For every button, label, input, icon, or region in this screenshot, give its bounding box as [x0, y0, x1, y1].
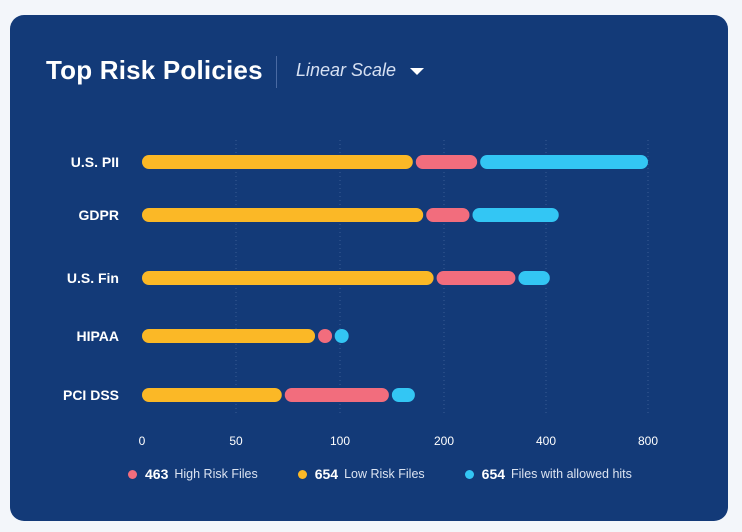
- legend-label: Files with allowed hits: [511, 467, 632, 481]
- legend-count: 654: [481, 466, 506, 482]
- category-label: HIPAA: [76, 328, 119, 344]
- bar-high-risk-files: [318, 329, 333, 343]
- legend-dot-icon: [297, 469, 307, 479]
- bar-files-with-allowed-hits: [334, 329, 349, 343]
- bar-low-risk-files: [142, 329, 316, 343]
- bar-files-with-allowed-hits: [391, 388, 415, 402]
- legend-item-low-risk[interactable]: 654 Low Risk Files: [297, 466, 425, 482]
- bar-files-with-allowed-hits: [518, 271, 550, 285]
- x-tick-label: 100: [330, 434, 350, 448]
- x-tick-label: 200: [434, 434, 454, 448]
- category-label: U.S. Fin: [67, 270, 119, 286]
- chart-title: Top Risk Policies: [46, 55, 263, 85]
- legend-label: Low Risk Files: [344, 467, 425, 481]
- x-tick-label: 400: [536, 434, 556, 448]
- legend-dot-icon: [128, 469, 137, 479]
- bar-files-with-allowed-hits: [480, 155, 648, 169]
- bar-high-risk-files: [436, 271, 516, 285]
- category-label: GDPR: [79, 207, 119, 223]
- legend-label: High Risk Files: [174, 467, 258, 481]
- header-divider: [276, 56, 277, 88]
- bar-high-risk-files: [415, 155, 478, 169]
- bar-files-with-allowed-hits: [472, 208, 559, 222]
- caret-down-icon: [410, 68, 425, 75]
- chart-legend: 463 High Risk Files 654 Low Risk Files 6…: [128, 466, 632, 482]
- bar-high-risk-files: [284, 388, 389, 402]
- x-tick-label: 800: [638, 434, 658, 448]
- category-label: PCI DSS: [63, 387, 119, 403]
- legend-dot-icon: [464, 469, 474, 479]
- bar-low-risk-files: [142, 208, 424, 222]
- bar-low-risk-files: [142, 155, 413, 169]
- x-tick-label: 50: [229, 434, 243, 448]
- legend-count: 654: [314, 466, 339, 482]
- legend-item-allowed-hits[interactable]: 654 Files with allowed hits: [464, 466, 632, 482]
- bar-high-risk-files: [426, 208, 470, 222]
- x-tick-label: 0: [139, 434, 146, 448]
- legend-item-high-risk[interactable]: 463 High Risk Files: [128, 466, 258, 482]
- scale-dropdown-label: Linear Scale: [296, 60, 397, 80]
- bar-low-risk-files: [142, 388, 282, 402]
- legend-count: 463: [145, 466, 169, 482]
- scale-dropdown[interactable]: Linear Scale: [296, 60, 425, 81]
- bar-low-risk-files: [142, 271, 434, 285]
- category-label: U.S. PII: [71, 154, 119, 170]
- chart-card: [10, 15, 728, 521]
